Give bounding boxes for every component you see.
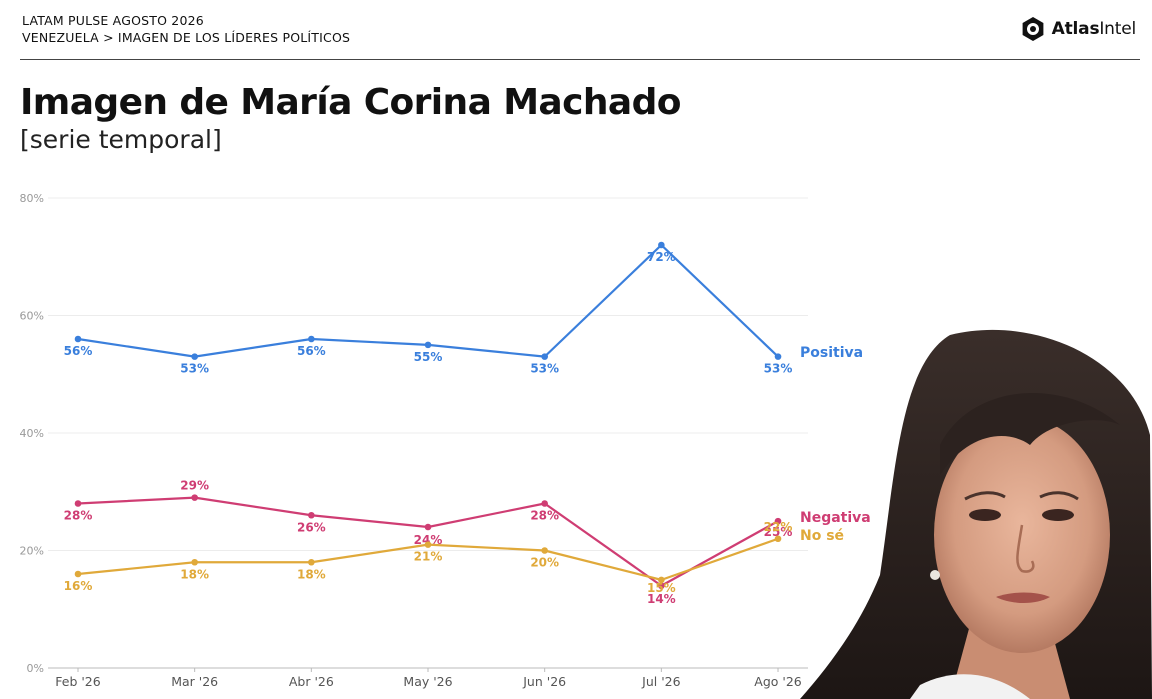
page-subtitle: [serie temporal] [20, 125, 222, 154]
data-point [191, 494, 198, 501]
data-point [774, 535, 782, 543]
data-label: 15% [647, 581, 676, 595]
data-point [658, 241, 665, 249]
legend-nose: No sé [800, 528, 844, 544]
data-point [424, 341, 432, 349]
x-tick-label: May '26 [403, 674, 452, 689]
data-point [541, 353, 548, 360]
data-label: 18% [180, 567, 209, 581]
atlasintel-logo: AtlasIntel [1020, 16, 1136, 42]
data-point [541, 500, 548, 507]
data-label: 53% [764, 362, 793, 376]
line-chart: 0% 20% 40% 60% 80% Feb '26 Mar '26 Abr '26 May '… [20, 192, 871, 689]
data-point [541, 547, 548, 554]
data-label: 16% [64, 579, 93, 593]
data-label: 25% [764, 525, 793, 539]
x-tick-label: Jun '26 [522, 674, 566, 689]
data-point [658, 582, 665, 590]
data-label: 29% [180, 479, 209, 493]
data-point [74, 500, 82, 507]
x-tick-label: Jul '26 [641, 674, 680, 689]
data-label: 14% [647, 592, 676, 606]
page-title: Imagen de María Corina Machado [20, 82, 681, 123]
report-header: LATAM PULSE AGOSTO 2026 VENEZUELA > IMAG… [22, 12, 350, 46]
data-label: 55% [414, 350, 443, 364]
y-tick-label: 80% [20, 192, 44, 205]
data-point [191, 353, 198, 360]
x-tick-label: Ago '26 [754, 674, 801, 689]
data-label: 28% [64, 509, 93, 523]
x-tick-label: Abr '26 [289, 674, 334, 689]
data-label: 28% [530, 509, 559, 523]
breadcrumb: VENEZUELA > IMAGEN DE LOS LÍDERES POLÍTI… [22, 30, 351, 45]
data-label: 53% [180, 362, 209, 376]
data-label: 26% [297, 520, 326, 534]
y-tick-label: 40% [20, 427, 44, 440]
data-point [191, 558, 198, 566]
data-label: 53% [530, 362, 559, 376]
data-point [424, 523, 432, 531]
y-tick-label: 20% [20, 545, 44, 558]
data-label: 18% [297, 567, 326, 581]
data-label: 56% [64, 344, 93, 358]
y-tick-label: 60% [20, 310, 44, 323]
data-point [74, 570, 82, 578]
x-tick-label: Mar '26 [171, 674, 218, 689]
face-shape [934, 417, 1110, 653]
atlasintel-logo-icon [1022, 17, 1044, 41]
data-point [774, 353, 782, 360]
logo-text: AtlasIntel [1051, 19, 1137, 39]
data-point [658, 576, 665, 584]
data-point [424, 541, 432, 548]
data-label: 72% [647, 250, 676, 264]
portrait-photo [800, 329, 1152, 699]
legend-positiva: Positiva [800, 345, 863, 361]
x-tick-label: Feb '26 [55, 674, 100, 689]
data-point [308, 511, 315, 519]
data-label: 20% [530, 556, 559, 570]
data-point [308, 335, 315, 343]
data-point [74, 335, 82, 343]
data-point [308, 558, 315, 566]
legend-negativa: Negativa [800, 510, 871, 526]
data-label: 56% [297, 344, 326, 358]
report-name: LATAM PULSE AGOSTO 2026 [22, 13, 204, 28]
data-point [774, 517, 782, 525]
header-divider [20, 59, 1140, 60]
data-label: 22% [764, 520, 793, 534]
y-tick-label: 0% [27, 662, 44, 675]
data-label: 24% [414, 533, 443, 547]
data-label: 21% [414, 550, 443, 564]
